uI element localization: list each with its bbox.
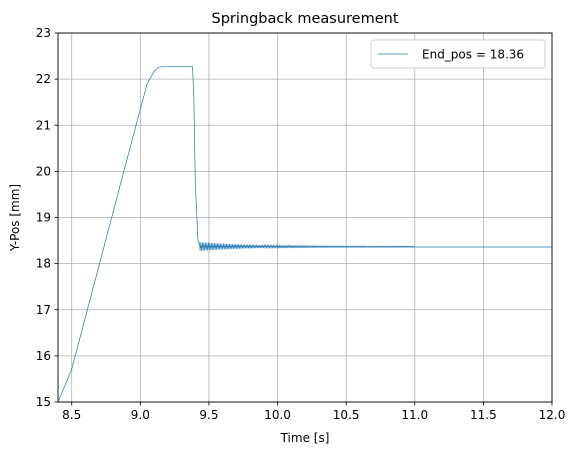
- grid-lines: [58, 32, 553, 403]
- y-tick-label: 18: [36, 257, 51, 271]
- x-tick-label: 9.0: [131, 408, 150, 422]
- y-axis-label: Y-Pos [mm]: [8, 184, 22, 252]
- y-tick-label: 20: [36, 164, 51, 178]
- legend: End_pos = 18.36: [370, 39, 546, 69]
- series-oscillation: [199, 242, 415, 252]
- y-tick-label: 15: [36, 395, 51, 409]
- x-tick-label: 10.0: [264, 408, 291, 422]
- chart-title: Springback measurement: [211, 11, 398, 27]
- y-tick-label: 19: [36, 211, 51, 225]
- x-tick-label: 11.5: [470, 408, 497, 422]
- x-axis-label: Time [s]: [280, 431, 330, 445]
- y-tick-label: 21: [36, 118, 51, 132]
- x-tick-label: 12.0: [539, 408, 566, 422]
- x-tick-label: 11.0: [401, 408, 428, 422]
- plot-frame: [57, 32, 553, 403]
- y-tick-label: 17: [36, 303, 51, 317]
- y-tick-label: 16: [36, 349, 51, 363]
- y-tick-label: 23: [36, 26, 51, 40]
- x-tick-label: 8.5: [62, 408, 81, 422]
- series-line: [58, 66, 552, 402]
- legend-box: [370, 39, 546, 69]
- axis-ticks: 8.5 9.0 9.5 10.0 10.5 11.0 11.5 12.0 15 16 17 18 19 2…: [36, 26, 566, 422]
- x-tick-label: 10.5: [333, 408, 360, 422]
- legend-label: End_pos = 18.36: [422, 48, 524, 62]
- x-tick-label: 9.5: [199, 408, 218, 422]
- y-tick-label: 22: [36, 72, 51, 86]
